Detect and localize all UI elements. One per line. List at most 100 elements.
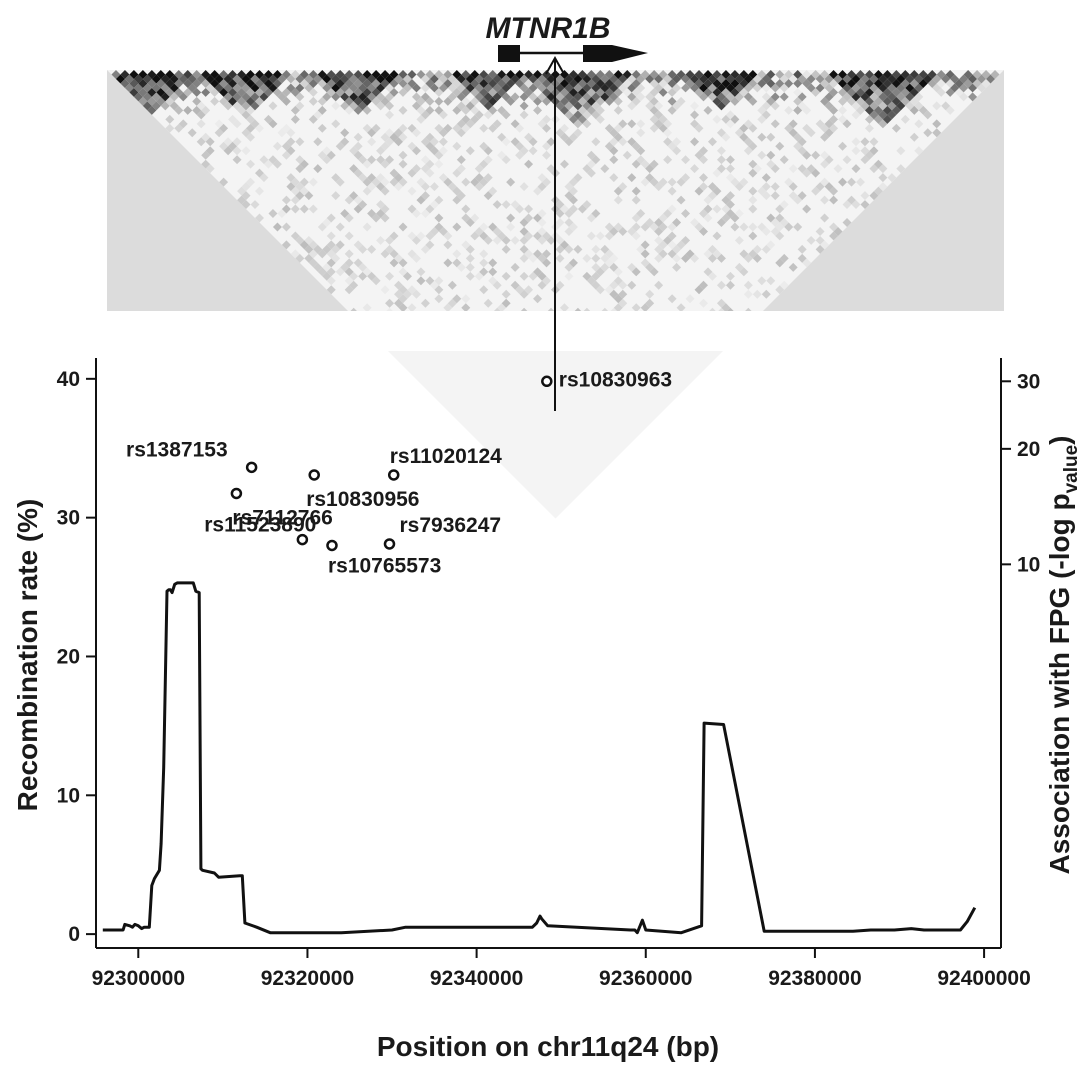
ld-cell <box>559 303 569 313</box>
ld-cell <box>376 200 386 210</box>
ld-cell <box>645 262 655 272</box>
ld-cell <box>559 240 569 250</box>
ld-cell <box>636 244 646 254</box>
ld-cell <box>420 110 430 120</box>
x-axis: 92300000 92320000 92340000 92360000 92380000… <box>92 948 1031 990</box>
ld-cell <box>824 182 834 192</box>
ld-cell <box>824 155 834 165</box>
ld-cell <box>465 218 475 227</box>
ld-cell <box>385 128 395 138</box>
ld-cell <box>304 244 314 254</box>
ld-cell <box>299 70 309 79</box>
ld-cell <box>420 209 430 219</box>
ld-cell <box>124 74 134 84</box>
ld-cell <box>721 132 731 142</box>
ld-cell <box>241 74 251 84</box>
ld-cell <box>869 191 879 201</box>
ld-cell <box>461 240 471 250</box>
ld-cell <box>362 222 372 232</box>
ld-cell <box>326 150 336 160</box>
ld-cell <box>425 132 435 142</box>
ld-cell <box>492 200 502 210</box>
ld-cell <box>694 186 704 196</box>
ld-cell <box>452 123 462 133</box>
y-axis-right-title: Association with FPG (-log pvalue) <box>1044 435 1082 874</box>
ld-cell <box>577 114 587 124</box>
ld-cell <box>488 222 498 232</box>
snp-label: rs1387153 <box>126 438 228 461</box>
ld-cell <box>752 289 762 299</box>
ld-cell <box>331 191 341 201</box>
ld-cell <box>829 123 839 133</box>
ld-cell <box>246 78 256 88</box>
ld-cell <box>896 92 906 102</box>
ld-cell <box>896 146 906 156</box>
ld-cell <box>443 240 453 250</box>
ld-cell <box>627 280 637 290</box>
ld-cell <box>259 155 269 165</box>
ld-cell <box>470 114 480 124</box>
ld-cell <box>434 285 444 295</box>
ld-cell <box>465 146 475 156</box>
ld-cell <box>214 74 224 84</box>
ld-cell <box>909 132 919 142</box>
ld-cell <box>542 177 552 187</box>
ld-cell <box>806 128 816 138</box>
ld-cell <box>824 128 834 138</box>
ld-cell <box>165 96 175 106</box>
ld-cell <box>613 132 623 142</box>
ld-cell <box>237 105 247 115</box>
ld-cell <box>690 218 700 227</box>
ld-cell <box>743 92 753 102</box>
ld-cell <box>699 209 708 219</box>
ld-cell <box>147 105 157 115</box>
ld-cell <box>425 141 435 151</box>
ld-cell <box>582 200 592 210</box>
ld-cell <box>219 87 229 97</box>
ld-cell <box>407 249 417 259</box>
ld-cell <box>501 155 511 165</box>
ld-cell <box>380 285 390 295</box>
ld-cell <box>317 150 327 160</box>
ld-cell <box>138 78 148 88</box>
ld-cell <box>748 96 758 106</box>
ld-cell <box>591 280 601 290</box>
ld-cell <box>237 87 247 97</box>
ld-cell <box>299 78 309 88</box>
ld-cell <box>165 78 175 88</box>
ld-cell <box>838 96 848 106</box>
ld-cell <box>542 123 552 133</box>
ld-cell <box>640 159 650 169</box>
ld-cell <box>855 96 865 106</box>
ld-cell <box>793 195 803 205</box>
ld-cell <box>524 204 534 214</box>
ld-cell <box>613 87 623 97</box>
ld-cell <box>232 74 242 84</box>
ld-cell <box>344 195 354 205</box>
ld-cell <box>631 186 641 196</box>
ld-cell <box>317 78 327 88</box>
ld-cell <box>326 276 336 286</box>
ld-cell <box>420 244 430 254</box>
ld-cell <box>896 101 906 111</box>
ld-cell <box>367 244 377 254</box>
ld-cell <box>797 253 807 263</box>
ld-cell <box>465 271 475 281</box>
ld-cell <box>263 87 273 97</box>
ld-cell <box>515 141 525 151</box>
ld-cell <box>474 182 484 192</box>
ld-cell <box>829 231 839 241</box>
ld-cell <box>358 83 368 93</box>
ld-cell <box>914 92 924 102</box>
ld-cell <box>658 240 668 250</box>
ld-cell <box>470 231 480 241</box>
ld-cell <box>784 177 794 187</box>
ld-cell <box>707 137 717 147</box>
ld-cell <box>246 87 256 97</box>
ld-cell <box>165 114 175 124</box>
ld-cell <box>609 262 619 272</box>
ld-cell <box>815 235 825 245</box>
ld-cell <box>586 150 596 160</box>
ld-cell <box>748 141 758 151</box>
ld-cell <box>855 177 865 187</box>
